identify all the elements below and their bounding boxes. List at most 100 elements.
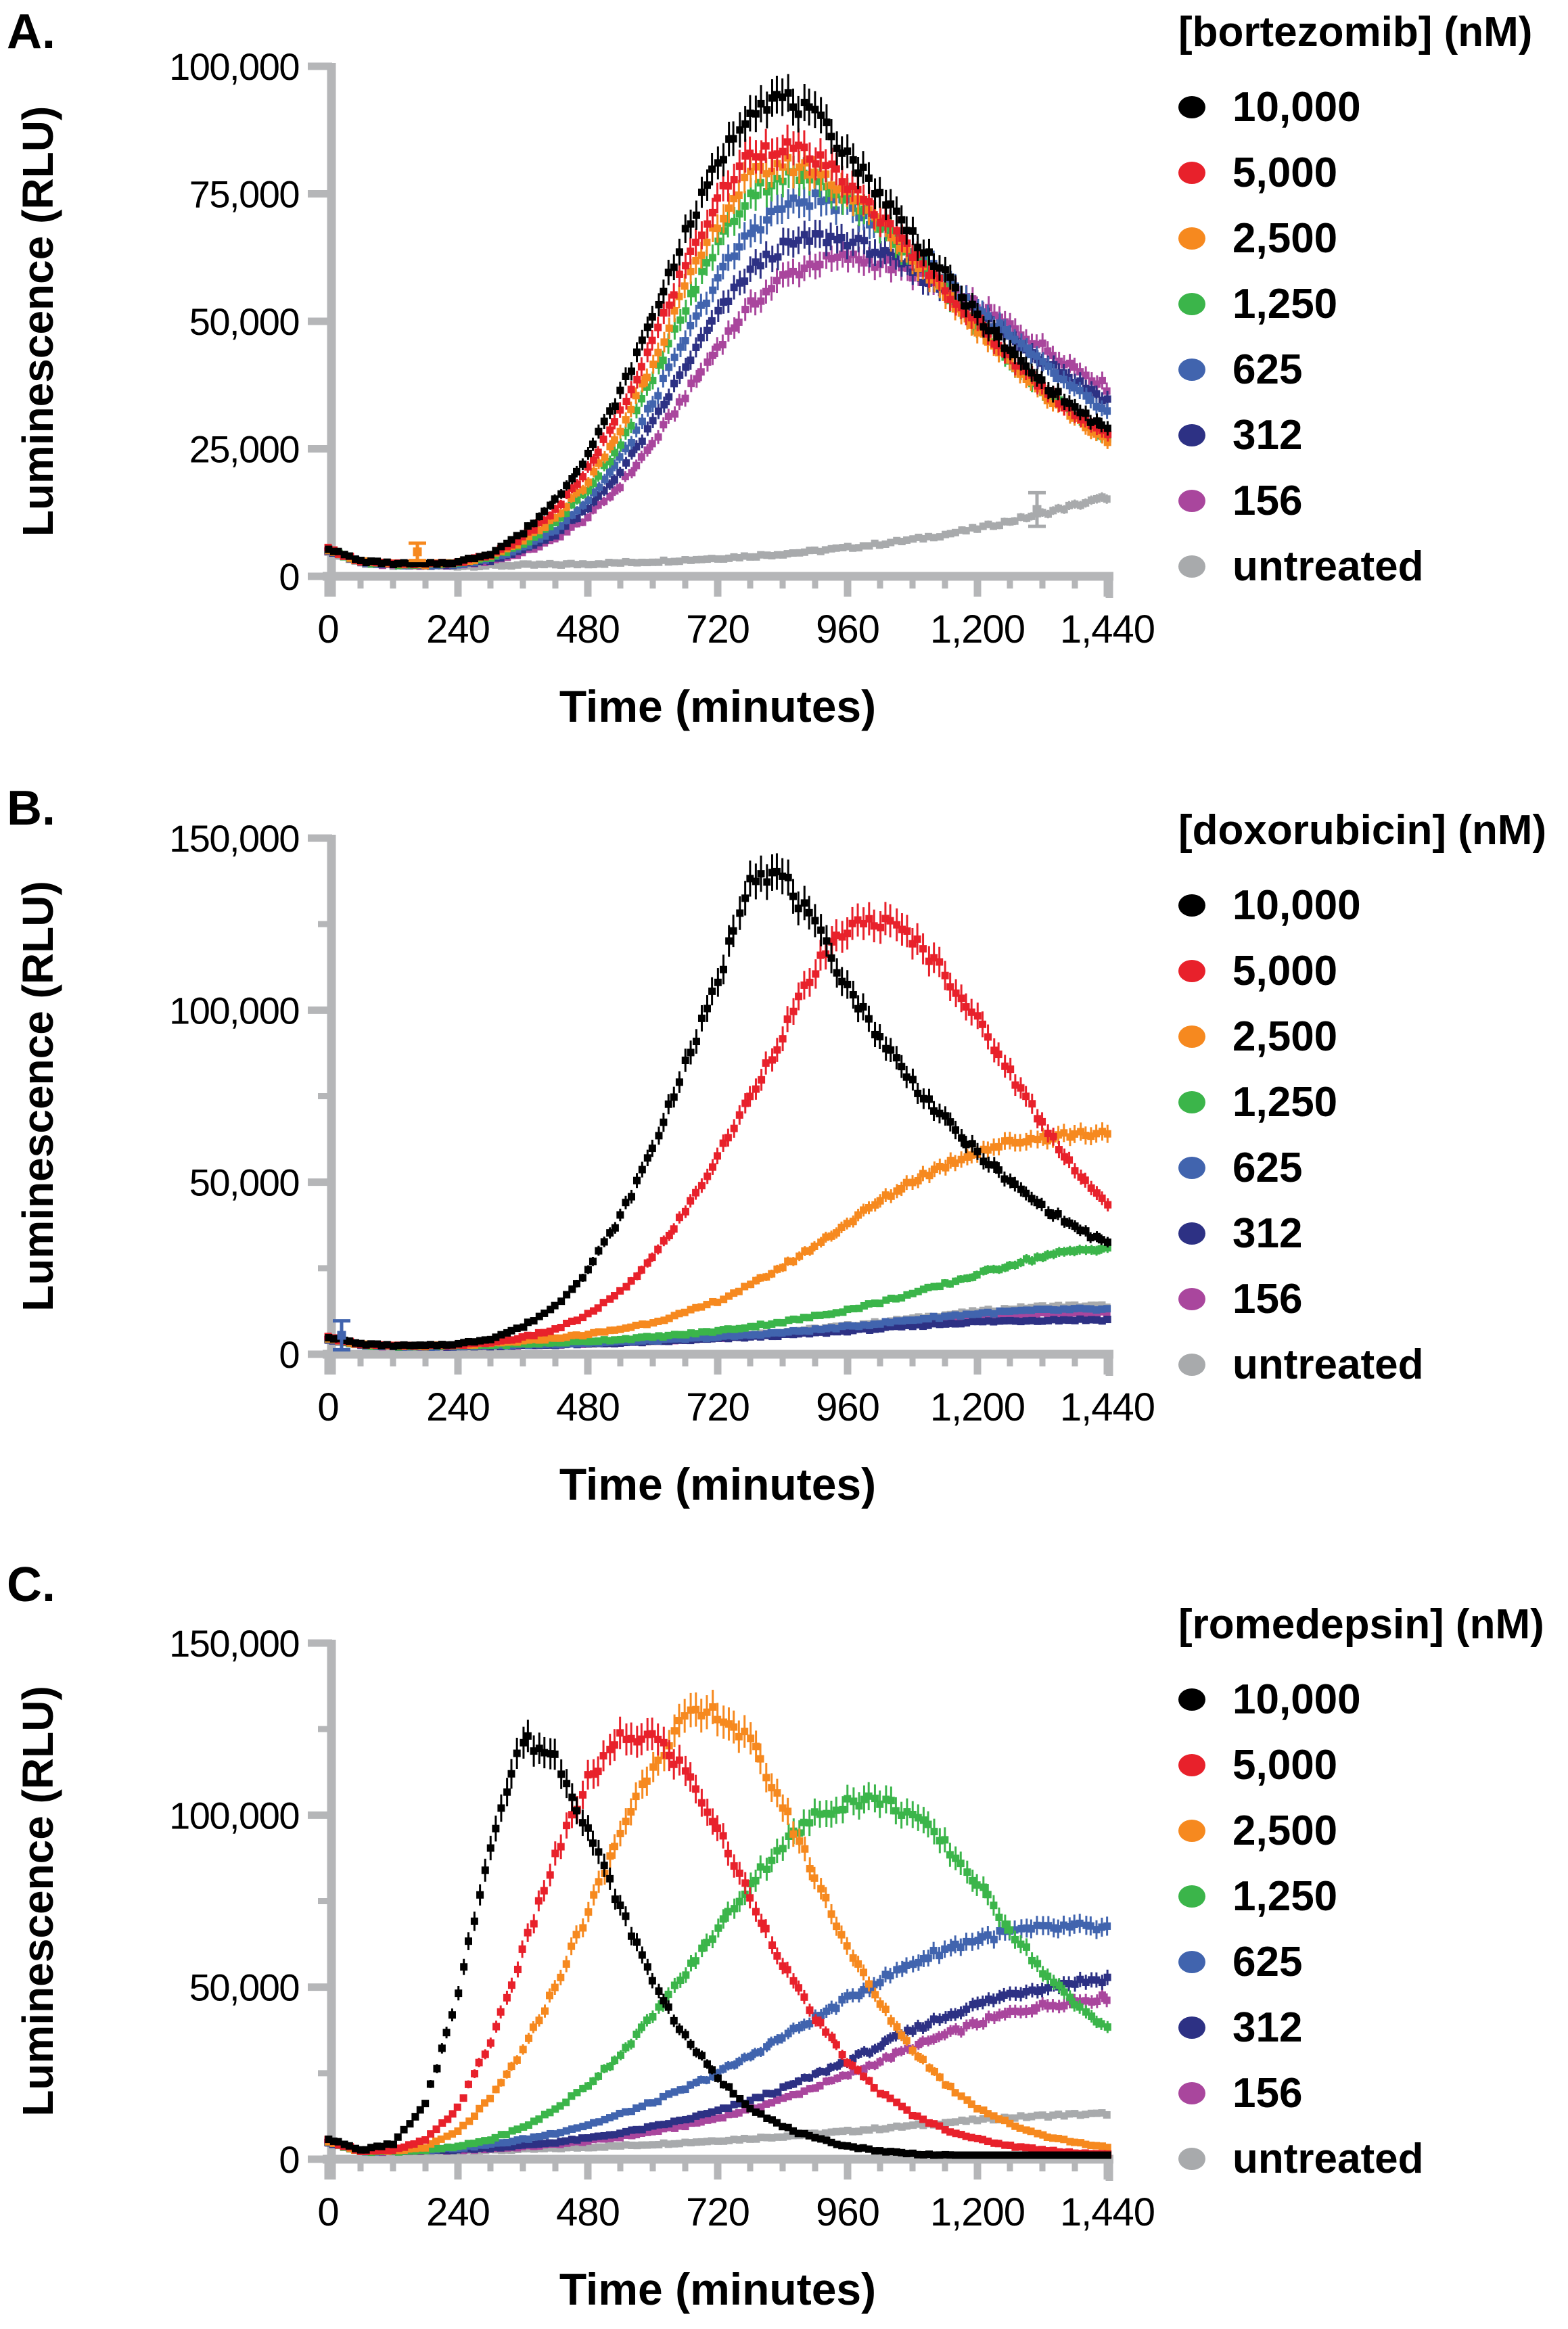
y-tick-label: 50,000 [189,300,299,343]
legend-dot-icon [1178,2016,1205,2039]
legend-dot-icon [1178,1951,1205,1973]
legend-item-312: 312 [1178,1201,1564,1266]
legend-item-625: 625 [1178,1929,1564,1995]
y-tick-label: 75,000 [189,173,299,216]
y-tick-label: 150,000 [169,817,299,860]
legend-c: [romedepsin] (nM) 10,000 5,000 2,500 1,250 6… [1178,1600,1564,2192]
legend-label: untreated [1232,1341,1424,1388]
legend-dot-icon [1178,894,1205,917]
legend-item-312: 312 [1178,402,1564,468]
x-tick-label: 1,440 [1060,2190,1155,2234]
panel-a-label: A. [7,5,55,59]
x-tick-label: 720 [686,607,750,651]
legend-item-625: 625 [1178,337,1564,402]
legend-label: 156 [1232,1276,1303,1322]
legend-dot-icon [1178,1091,1205,1113]
legend-label: 1,250 [1232,281,1338,327]
legend-b-title: [doxorubicin] (nM) [1178,807,1547,854]
chart-c-romedepsin: 0 50,000 100,000 150,000 0 240 480 720 960 1,200 1… [14,1622,1155,2314]
legend-item-156: 156 [1178,1266,1564,1332]
legend-c-title: [romedepsin] (nM) [1178,1601,1544,1648]
y-tick-label: 0 [279,2138,299,2181]
legend-dot-icon [1178,555,1205,578]
x-axis-title: Time (minutes) [559,2264,876,2314]
legend-item-312: 312 [1178,1995,1564,2060]
legend-item-1250: 1,250 [1178,1069,1564,1135]
x-axis-title: Time (minutes) [559,1459,876,1509]
y-axis-title: Luminescence (RLU) [14,106,62,537]
legend-item-2500: 2,500 [1178,1004,1564,1069]
legend-dot-icon [1178,96,1205,118]
y-tick-label: 50,000 [189,1161,299,1204]
x-tick-label: 240 [426,1385,490,1429]
legend-label: 2,500 [1232,1807,1338,1854]
legend-dot-icon [1178,2082,1205,2104]
x-tick-label: 0 [317,1385,338,1429]
legend-item-5000: 5,000 [1178,1732,1564,1798]
series-10000 [325,74,1111,568]
legend-dot-icon [1178,1025,1205,1048]
legend-dot-icon [1178,1288,1205,1310]
legend-label: 10,000 [1232,84,1361,131]
x-tick-label: 720 [686,1385,750,1429]
legend-item-156: 156 [1178,2060,1564,2126]
legend-item-1250: 1,250 [1178,1864,1564,1929]
y-tick-label: 100,000 [169,989,299,1032]
x-tick-label: 480 [556,1385,620,1429]
legend-dot-icon [1178,1688,1205,1711]
x-tick-label: 480 [556,2190,620,2234]
legend-item-untreated: untreated [1178,534,1564,599]
legend-label: 312 [1232,1210,1303,1257]
y-tick-label: 100,000 [169,1794,299,1837]
legend-label: 5,000 [1232,149,1338,196]
panel-b: B. 0 50,000 100,000 150,000 0 240 480 720 960 1,2… [0,777,1568,1553]
y-tick-label: 25,000 [189,428,299,471]
y-tick-label: 0 [279,555,299,598]
series-10000 [325,1720,1111,2159]
legend-dot-icon [1178,162,1205,184]
legend-item-625: 625 [1178,1135,1564,1201]
legend-dot-icon [1178,424,1205,446]
legend-label: 625 [1232,1145,1303,1191]
legend-label: 312 [1232,2004,1303,2051]
x-tick-label: 240 [426,607,490,651]
legend-item-5000: 5,000 [1178,140,1564,206]
x-tick-label: 960 [816,1385,879,1429]
legend-dot-icon [1178,227,1205,250]
legend-label: 5,000 [1232,948,1338,994]
legend-dot-icon [1178,1885,1205,1908]
x-tick-label: 0 [317,2190,338,2234]
series-156 [324,241,1111,570]
chart-a-bortezomib: 0 25,000 50,000 75,000 100,000 0 240 480 720 960 1… [14,45,1155,731]
legend-b-list: 10,000 5,000 2,500 1,250 625 312 156 untreated [1178,873,1564,1398]
legend-dot-icon [1178,2148,1205,2170]
x-tick-label: 1,200 [930,1385,1025,1429]
y-axis-title: Luminescence (RLU) [14,1686,62,2117]
x-tick-label: 1,200 [930,607,1025,651]
panel-b-label: B. [7,781,55,835]
panel-c-label: C. [7,1558,55,1612]
x-axis-title: Time (minutes) [559,681,876,731]
legend-label: 625 [1232,346,1303,393]
y-tick-label: 150,000 [169,1622,299,1665]
legend-dot-icon [1178,490,1205,512]
legend-item-156: 156 [1178,468,1564,534]
legend-label: untreated [1232,2136,1424,2182]
x-tick-label: 240 [426,2190,490,2234]
legend-item-untreated: untreated [1178,2126,1564,2192]
legend-a: [bortezomib] (nM) 10,000 5,000 2,500 1,250 6… [1178,8,1564,599]
legend-label: 1,250 [1232,1079,1338,1126]
y-tick-label: 0 [279,1333,299,1376]
legend-dot-icon [1178,1754,1205,1776]
x-tick-label: 0 [317,607,338,651]
series-1250 [324,1782,1111,2157]
legend-dot-icon [1178,1354,1205,1376]
legend-item-10000: 10,000 [1178,74,1564,140]
legend-label: 156 [1232,478,1303,524]
legend-item-2500: 2,500 [1178,206,1564,271]
legend-dot-icon [1178,1820,1205,1842]
legend-label: 1,250 [1232,1873,1338,1920]
legend-item-10000: 10,000 [1178,1667,1564,1732]
panel-c: C. 0 50,000 100,000 150,000 0 240 480 720 960 1,2… [0,1553,1568,2329]
legend-dot-icon [1178,1157,1205,1179]
